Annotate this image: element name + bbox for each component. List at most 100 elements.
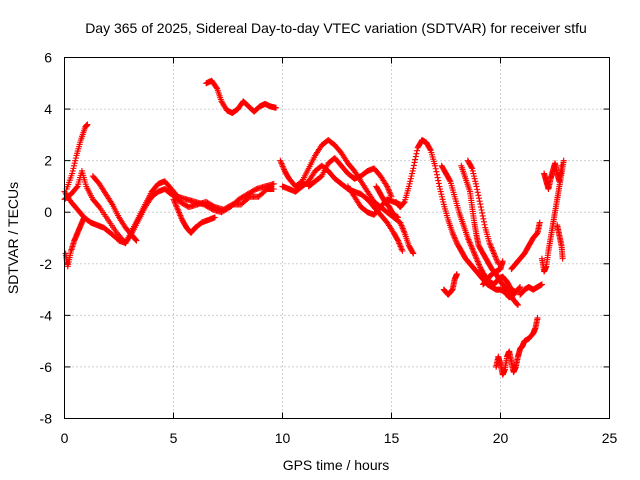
- data-point: [499, 258, 506, 265]
- data-point: [437, 188, 444, 195]
- y-tick-label: 4: [44, 101, 52, 117]
- data-series-3: [63, 121, 91, 193]
- y-tick-label: 0: [44, 204, 52, 220]
- data-series-9: [279, 162, 406, 254]
- data-series-18: [480, 258, 506, 288]
- x-axis-label: GPS time / hours: [283, 457, 390, 473]
- data-series-20: [517, 281, 545, 298]
- data-series-4: [62, 214, 88, 270]
- data-point: [413, 150, 420, 157]
- data-point: [427, 146, 434, 153]
- data-point: [536, 219, 543, 226]
- data-point: [439, 196, 446, 203]
- x-tick-label: 10: [275, 430, 291, 446]
- grid-lines: [64, 57, 610, 419]
- data-series-6: [170, 196, 218, 236]
- data-series-10: [305, 155, 395, 200]
- data-point: [479, 209, 486, 216]
- data-point: [437, 186, 444, 193]
- y-tick-label: -2: [40, 256, 53, 272]
- data-point: [453, 271, 460, 278]
- data-point: [395, 214, 402, 221]
- data-point: [436, 183, 443, 190]
- data-point: [70, 165, 77, 172]
- data-series-17: [440, 271, 460, 298]
- data-point: [407, 175, 414, 182]
- data-point: [470, 170, 477, 177]
- data-point: [438, 193, 445, 200]
- data-point: [560, 157, 567, 164]
- data-point: [534, 314, 541, 321]
- data-point: [81, 214, 88, 221]
- y-tick-label: 6: [44, 50, 52, 66]
- data-point: [72, 157, 79, 164]
- data-point: [476, 195, 483, 202]
- data-point: [132, 236, 139, 243]
- data-series-23: [541, 160, 565, 193]
- data-series-5: [89, 173, 140, 244]
- data-point: [514, 302, 521, 309]
- data-point: [469, 167, 476, 174]
- data-point: [400, 199, 407, 206]
- data-point: [477, 204, 484, 211]
- data-point: [516, 284, 523, 291]
- data-point: [475, 192, 482, 199]
- x-tick-label: 15: [384, 430, 400, 446]
- axis-ticks: [64, 57, 610, 419]
- data-point: [405, 183, 412, 190]
- y-axis-label: SDTVAR / TECUs: [5, 182, 21, 294]
- y-tick-label: -4: [40, 307, 53, 323]
- data-point: [432, 162, 439, 169]
- data-point: [69, 170, 76, 177]
- data-point: [538, 281, 545, 288]
- data-point: [433, 171, 440, 178]
- data-point: [270, 186, 277, 193]
- data-point: [480, 218, 487, 225]
- x-tick-label: 0: [61, 430, 69, 446]
- x-tick-label: 25: [602, 430, 618, 446]
- data-point: [72, 155, 79, 162]
- data-point: [440, 198, 447, 205]
- data-point: [133, 237, 140, 244]
- data-point: [471, 173, 478, 180]
- data-point: [409, 170, 416, 177]
- data-point: [399, 247, 406, 254]
- data-point: [474, 189, 481, 196]
- data-point: [272, 104, 279, 111]
- data-point: [410, 250, 417, 257]
- data-series-12: [373, 183, 402, 221]
- data-point: [211, 214, 218, 221]
- plot-frame: [64, 57, 610, 419]
- data-point: [559, 255, 566, 262]
- data-point: [71, 160, 78, 167]
- data-point: [473, 183, 480, 190]
- data-point: [474, 186, 481, 193]
- data-markers: [61, 77, 567, 378]
- data-point: [476, 198, 483, 205]
- data-series-22: [538, 157, 567, 275]
- data-point: [406, 180, 413, 187]
- data-point: [84, 121, 91, 128]
- data-point: [435, 180, 442, 187]
- data-point: [409, 249, 416, 256]
- data-point: [434, 174, 441, 181]
- data-point: [69, 167, 76, 174]
- data-point: [412, 153, 419, 160]
- y-tick-label: 2: [44, 153, 52, 169]
- data-point: [409, 167, 416, 174]
- data-point: [213, 84, 220, 91]
- data-point: [270, 180, 277, 187]
- data-point: [479, 212, 486, 219]
- data-series-24: [554, 222, 566, 262]
- data-point: [70, 162, 77, 169]
- data-point: [411, 159, 418, 166]
- data-point: [471, 175, 478, 182]
- data-point: [468, 164, 475, 171]
- data-point: [472, 180, 479, 187]
- data-point: [469, 165, 476, 172]
- data-point: [472, 178, 479, 185]
- data-point: [477, 201, 484, 208]
- y-tick-label: -8: [40, 411, 53, 427]
- x-tick-labels: 0 5 10 15 20 25: [61, 430, 618, 446]
